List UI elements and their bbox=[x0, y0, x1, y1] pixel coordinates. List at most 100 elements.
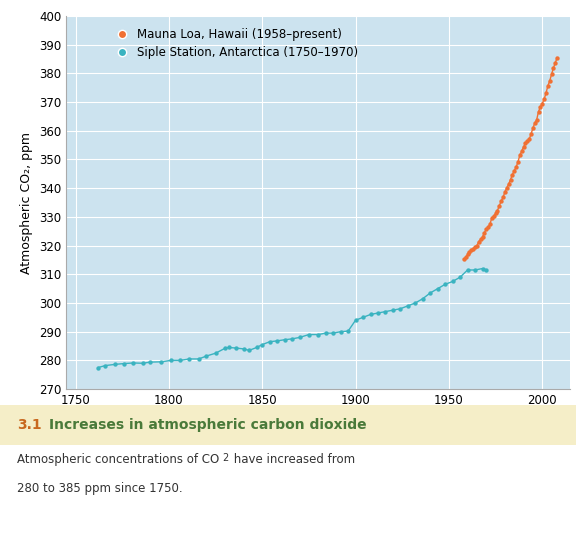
Point bbox=[497, 197, 506, 205]
Point bbox=[252, 343, 262, 352]
Y-axis label: Atmospheric CO₂, ppm: Atmospheric CO₂, ppm bbox=[21, 132, 33, 273]
Point bbox=[478, 233, 487, 241]
Point bbox=[211, 349, 220, 358]
Point bbox=[468, 245, 478, 253]
Point bbox=[194, 354, 203, 363]
Point bbox=[366, 310, 375, 319]
Point bbox=[426, 289, 435, 297]
Text: 2: 2 bbox=[222, 453, 228, 463]
Point bbox=[166, 356, 175, 365]
Point bbox=[314, 330, 323, 339]
Point bbox=[388, 306, 397, 314]
Point bbox=[465, 248, 474, 257]
Point bbox=[418, 294, 427, 303]
Point bbox=[403, 302, 412, 310]
Point bbox=[185, 354, 194, 363]
Point bbox=[478, 264, 487, 273]
Point bbox=[456, 273, 465, 281]
Point bbox=[525, 135, 534, 144]
Point bbox=[526, 130, 536, 138]
Point bbox=[463, 266, 472, 274]
Point bbox=[396, 304, 405, 313]
Point bbox=[176, 356, 185, 365]
Point bbox=[157, 358, 166, 366]
Point bbox=[489, 212, 498, 221]
Point bbox=[220, 344, 229, 353]
Point bbox=[101, 361, 110, 370]
Point bbox=[129, 359, 138, 367]
Point bbox=[540, 95, 549, 103]
Text: Atmospheric concentrations of CO: Atmospheric concentrations of CO bbox=[17, 453, 219, 466]
Point bbox=[528, 124, 537, 133]
Point bbox=[459, 255, 468, 263]
Point bbox=[543, 82, 552, 90]
Point bbox=[516, 151, 525, 159]
Point bbox=[504, 180, 513, 189]
Text: 3.1: 3.1 bbox=[17, 418, 42, 432]
Point bbox=[541, 89, 551, 98]
Point bbox=[534, 107, 543, 116]
Point bbox=[232, 344, 241, 352]
Point bbox=[502, 184, 511, 192]
Point bbox=[411, 298, 420, 307]
Point bbox=[501, 188, 510, 196]
Point bbox=[472, 241, 482, 250]
Point bbox=[476, 235, 485, 244]
Legend: Mauna Loa, Hawaii (1958–present), Siple Station, Antarctica (1750–1970): Mauna Loa, Hawaii (1958–present), Siple … bbox=[107, 26, 361, 61]
Point bbox=[119, 359, 128, 368]
Point bbox=[482, 266, 491, 274]
Point bbox=[547, 70, 556, 78]
Point bbox=[461, 253, 471, 262]
Point bbox=[549, 63, 558, 72]
Point bbox=[257, 341, 267, 349]
Point bbox=[498, 193, 507, 201]
Point bbox=[536, 103, 545, 111]
Point bbox=[287, 335, 297, 343]
Point bbox=[493, 206, 502, 215]
Point bbox=[433, 285, 442, 293]
Point bbox=[471, 243, 480, 251]
Point bbox=[381, 308, 390, 316]
Point bbox=[471, 266, 480, 274]
Point bbox=[336, 327, 345, 336]
Point bbox=[508, 171, 517, 179]
X-axis label: Year: Year bbox=[304, 413, 333, 426]
Point bbox=[510, 166, 519, 175]
Point bbox=[202, 352, 211, 360]
Point bbox=[506, 175, 515, 184]
Point bbox=[265, 337, 274, 346]
Point bbox=[373, 309, 382, 317]
Point bbox=[495, 201, 504, 210]
Point bbox=[474, 237, 483, 246]
Point bbox=[480, 229, 489, 237]
Point bbox=[467, 246, 476, 254]
Point bbox=[517, 147, 526, 156]
Point bbox=[463, 250, 472, 259]
Point bbox=[513, 158, 522, 166]
Point bbox=[328, 329, 338, 337]
Point bbox=[146, 358, 155, 366]
Point bbox=[239, 345, 248, 353]
Point bbox=[483, 223, 492, 231]
Text: have increased from: have increased from bbox=[230, 453, 355, 466]
Point bbox=[351, 316, 360, 325]
Point bbox=[280, 335, 289, 344]
Point bbox=[441, 280, 450, 288]
Point bbox=[448, 277, 457, 286]
Point bbox=[521, 139, 530, 148]
Point bbox=[321, 329, 330, 337]
Point bbox=[245, 346, 254, 354]
Point bbox=[304, 330, 313, 339]
Point bbox=[295, 333, 304, 342]
Point bbox=[537, 99, 547, 108]
Point bbox=[110, 360, 119, 369]
Text: 280 to 385 ppm since 1750.: 280 to 385 ppm since 1750. bbox=[17, 482, 183, 495]
Point bbox=[551, 59, 560, 67]
Point bbox=[530, 119, 539, 127]
Point bbox=[552, 53, 562, 62]
Point bbox=[545, 77, 554, 85]
Point bbox=[272, 337, 282, 345]
Point bbox=[491, 209, 500, 217]
Point bbox=[343, 327, 353, 335]
Point bbox=[511, 163, 521, 172]
